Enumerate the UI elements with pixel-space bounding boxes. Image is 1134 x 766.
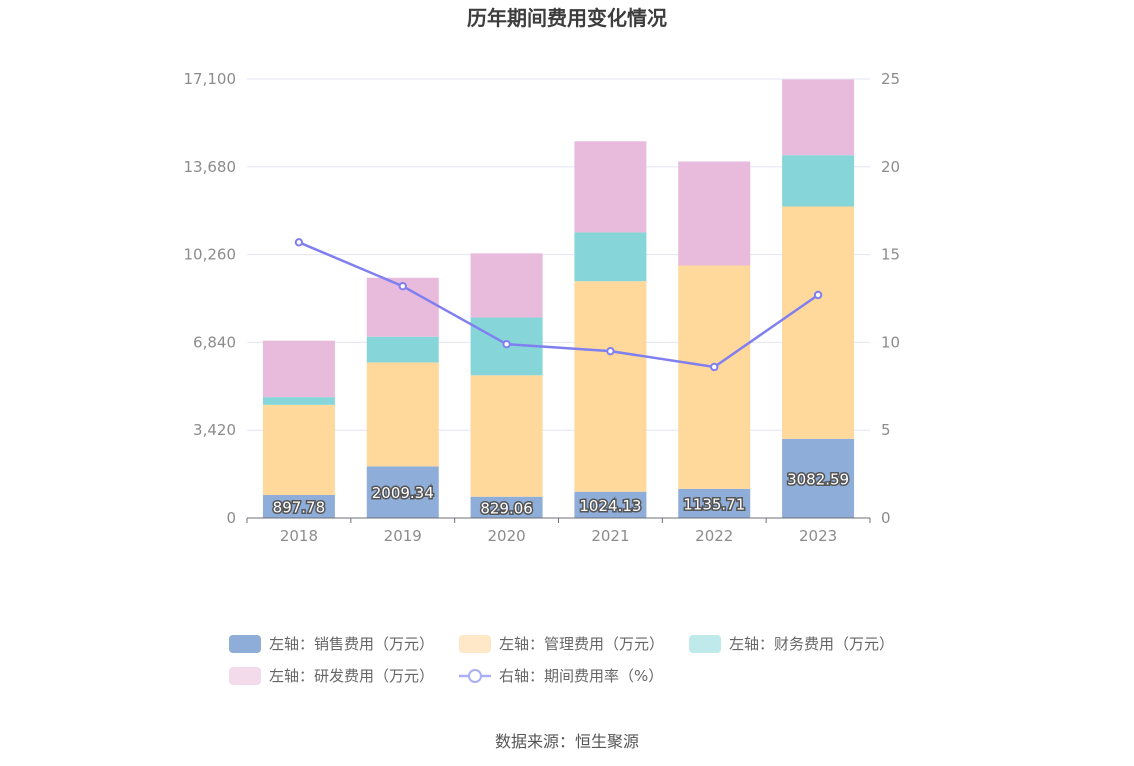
bar-segment[interactable] xyxy=(574,281,647,492)
bar-segment[interactable] xyxy=(470,253,543,318)
legend-color-swatch xyxy=(459,635,491,653)
bar-segment[interactable] xyxy=(366,362,439,467)
legend-label: 右轴：期间费用率（%） xyxy=(499,667,663,685)
y-left-tick-label: 6,840 xyxy=(193,333,236,351)
y-left-tick-label: 0 xyxy=(226,509,236,527)
rate-point[interactable] xyxy=(710,362,719,372)
bar-segment[interactable] xyxy=(574,141,647,233)
x-tick-label: 2022 xyxy=(695,527,733,545)
legend[interactable]: 左轴：销售费用（万元） 左轴：管理费用（万元） 左轴：财务费用（万元） 左轴：研发费用… xyxy=(229,635,894,685)
bar-segment[interactable] xyxy=(782,79,855,156)
bar-segment[interactable] xyxy=(262,340,335,398)
legend-item[interactable]: 左轴：财务费用（万元） xyxy=(689,635,894,653)
bar-data-label: 2009.34 xyxy=(372,484,434,502)
rate-line xyxy=(298,241,819,369)
y-left-tick-label: 3,420 xyxy=(193,421,236,439)
y-left-tick-label: 13,680 xyxy=(184,158,237,176)
legend-label: 左轴：财务费用（万元） xyxy=(729,635,894,653)
legend-item[interactable]: 右轴：期间费用率（%） xyxy=(459,667,663,685)
bar-segment[interactable] xyxy=(678,488,751,518)
legend-item[interactable]: 左轴：销售费用（万元） xyxy=(229,635,434,653)
y-right-tick-label: 25 xyxy=(881,70,900,88)
bar-segment[interactable] xyxy=(262,494,335,518)
legend-label: 左轴：销售费用（万元） xyxy=(269,635,434,653)
x-tick-label: 2021 xyxy=(591,527,629,545)
legend-color-swatch xyxy=(689,635,721,653)
x-tick-label: 2023 xyxy=(799,527,837,545)
y-left-tick-label: 10,260 xyxy=(184,246,237,264)
legend-marker-swatch xyxy=(468,669,482,683)
bar-segment[interactable] xyxy=(262,404,335,495)
legend-item[interactable]: 左轴：研发费用（万元） xyxy=(229,667,434,685)
bar-segment[interactable] xyxy=(366,336,439,363)
y-right-tick-label: 0 xyxy=(881,509,891,527)
bar-segment[interactable] xyxy=(470,496,543,518)
legend-color-swatch xyxy=(229,635,261,653)
bar-data-label: 3082.59 xyxy=(787,470,849,488)
chart-title: 历年期间费用变化情况 xyxy=(467,6,667,30)
axis-layer: 0 3,420 6,840 10,260 13,680 17,100 0 5 10 15 20 25 2… xyxy=(184,70,901,545)
bar-segment[interactable] xyxy=(782,438,855,518)
line-layer xyxy=(294,238,823,372)
grid-layer xyxy=(247,78,870,431)
legend-item[interactable]: 左轴：管理费用（万元） xyxy=(459,635,664,653)
bar-segment[interactable] xyxy=(470,375,543,497)
bar-data-label: 1135.71 xyxy=(683,495,745,513)
source-note: 数据来源：恒生聚源 xyxy=(495,732,639,751)
data-label-layer: 897.78 2009.34 829.06 1024.13 1135.71 3082.59 xyxy=(271,469,850,519)
y-right-tick-label: 15 xyxy=(881,246,900,264)
bar-data-label: 1024.13 xyxy=(579,497,641,515)
bar-segment[interactable] xyxy=(678,161,751,266)
bar-segment[interactable] xyxy=(678,265,751,489)
y-right-tick-label: 10 xyxy=(881,333,900,351)
bar-layer xyxy=(262,79,855,518)
bar-data-label: 897.78 xyxy=(273,498,326,516)
legend-label: 左轴：研发费用（万元） xyxy=(269,667,434,685)
y-right-tick-label: 20 xyxy=(881,158,900,176)
y-right-tick-label: 5 xyxy=(881,421,891,439)
bar-segment[interactable] xyxy=(574,232,647,282)
legend-label: 左轴：管理费用（万元） xyxy=(499,635,664,653)
rate-point[interactable] xyxy=(502,339,511,349)
x-tick-label: 2018 xyxy=(280,527,318,545)
bar-segment[interactable] xyxy=(782,206,855,439)
bar-segment[interactable] xyxy=(366,466,439,518)
bar-segment[interactable] xyxy=(782,155,855,207)
rate-point[interactable] xyxy=(294,238,304,247)
bar-data-label: 829.06 xyxy=(480,499,533,517)
x-tick-label: 2019 xyxy=(384,527,422,545)
x-tick-label: 2020 xyxy=(487,527,525,545)
bar-segment[interactable] xyxy=(574,491,647,518)
legend-color-swatch xyxy=(229,667,261,685)
y-left-tick-label: 17,100 xyxy=(184,70,237,88)
rate-point[interactable] xyxy=(398,282,407,291)
rate-point[interactable] xyxy=(813,290,823,300)
rate-point[interactable] xyxy=(606,346,615,356)
bar-segment[interactable] xyxy=(262,397,335,405)
